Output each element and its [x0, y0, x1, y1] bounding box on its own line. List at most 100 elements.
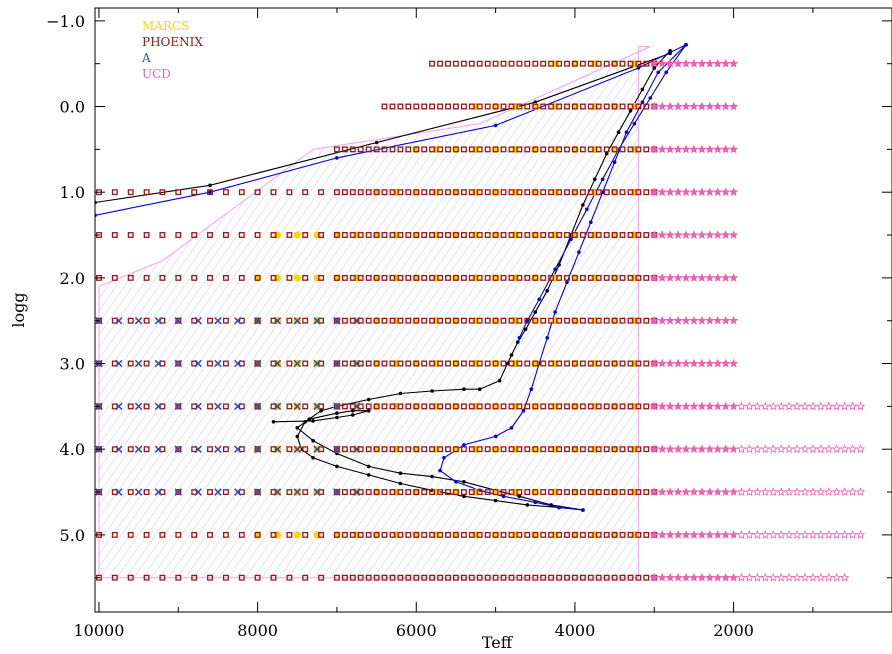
- phoenix-point: [476, 274, 483, 281]
- ucd-point: [792, 401, 802, 411]
- phoenix-point: [484, 446, 491, 453]
- phoenix-point: [341, 531, 348, 538]
- a-model-point: [293, 316, 302, 325]
- phoenix-point: [111, 531, 118, 538]
- phoenix-point: [579, 531, 586, 538]
- phoenix-point: [595, 232, 602, 238]
- ucd-point: [697, 273, 707, 282]
- phoenix-point: [619, 274, 626, 281]
- phoenix-point: [516, 146, 523, 153]
- phoenix-point: [318, 489, 325, 496]
- phoenix-point: [302, 531, 309, 538]
- phoenix-point: [516, 189, 523, 196]
- phoenix-point: [127, 274, 134, 281]
- phoenix-point: [397, 317, 404, 324]
- phoenix-point: [207, 232, 213, 238]
- phoenix-point: [143, 574, 150, 581]
- phoenix-point: [254, 403, 261, 410]
- phoenix-point: [357, 232, 364, 238]
- y-tick-label: 2.0: [60, 269, 85, 288]
- phoenix-point: [484, 531, 491, 538]
- phoenix-point: [468, 489, 475, 496]
- phoenix-point: [421, 317, 428, 324]
- phoenix-point: [389, 489, 396, 496]
- ucd-point: [673, 187, 683, 197]
- phoenix-point: [619, 60, 626, 67]
- phoenix-point: [270, 274, 277, 281]
- phoenix-point: [587, 274, 594, 281]
- phoenix-point: [635, 531, 642, 538]
- phoenix-point: [468, 274, 475, 281]
- phoenix-point: [484, 103, 491, 110]
- phoenix-point: [254, 232, 261, 238]
- phoenix-point: [127, 317, 134, 324]
- phoenix-point: [595, 574, 602, 581]
- y-tick-label: 3.0: [60, 355, 85, 374]
- a-model-point: [194, 445, 202, 453]
- ucd-point: [752, 572, 762, 582]
- phoenix-point: [365, 489, 372, 496]
- phoenix-point: [587, 60, 594, 67]
- ucd-point: [824, 444, 834, 454]
- ucd-point: [697, 358, 707, 368]
- ucd-point: [697, 487, 707, 496]
- track-point: [612, 160, 617, 164]
- phoenix-point: [429, 146, 436, 153]
- phoenix-point: [365, 360, 372, 367]
- phoenix-point: [111, 360, 118, 367]
- phoenix-point: [333, 232, 340, 238]
- y-tick-label: 1.0: [60, 183, 85, 202]
- phoenix-point: [540, 531, 547, 538]
- a-model-point: [234, 488, 242, 496]
- phoenix-point: [405, 103, 412, 110]
- track-point: [600, 177, 605, 182]
- phoenix-point: [484, 60, 491, 67]
- ucd-point: [713, 273, 723, 282]
- ucd-point: [689, 401, 699, 411]
- ucd-point: [721, 315, 731, 325]
- phoenix-point: [635, 146, 642, 153]
- phoenix-point: [191, 446, 198, 453]
- phoenix-point: [397, 489, 404, 496]
- phoenix-point: [127, 403, 134, 410]
- phoenix-point: [349, 232, 356, 238]
- phoenix-point: [111, 574, 118, 581]
- phoenix-point: [564, 189, 570, 196]
- phoenix-point: [191, 317, 198, 324]
- ucd-point: [848, 401, 858, 411]
- a-model-point: [333, 402, 341, 411]
- phoenix-point: [421, 489, 428, 496]
- ucd-point: [689, 487, 699, 496]
- phoenix-point: [643, 360, 650, 367]
- a-model-point: [214, 488, 222, 496]
- track-point: [525, 503, 530, 507]
- phoenix-point: [452, 360, 459, 367]
- track-point: [593, 177, 597, 182]
- ucd-point: [697, 401, 707, 411]
- a-model-point: [194, 402, 202, 411]
- legend-entry: A: [141, 51, 151, 65]
- a-model-point: [115, 488, 123, 496]
- ucd-point: [816, 530, 826, 539]
- ucd-point: [649, 358, 659, 368]
- phoenix-point: [452, 146, 459, 153]
- phoenix-point: [445, 60, 451, 67]
- phoenix-point: [333, 274, 340, 281]
- ucd-point: [705, 315, 715, 325]
- ucd-point: [673, 101, 683, 111]
- phoenix-point: [357, 360, 364, 367]
- phoenix-point: [564, 274, 570, 281]
- phoenix-point: [579, 574, 586, 581]
- phoenix-point: [238, 574, 245, 581]
- ucd-point: [776, 572, 786, 582]
- phoenix-point: [333, 403, 340, 410]
- x-tick-label: 6000: [396, 621, 437, 640]
- ucd-point: [800, 572, 810, 582]
- track-point: [505, 361, 510, 366]
- phoenix-point: [619, 446, 626, 453]
- phoenix-point: [437, 403, 444, 410]
- phoenix-point: [548, 146, 555, 153]
- phoenix-point: [429, 531, 436, 538]
- phoenix-point: [524, 574, 531, 581]
- a-model-point: [293, 488, 302, 496]
